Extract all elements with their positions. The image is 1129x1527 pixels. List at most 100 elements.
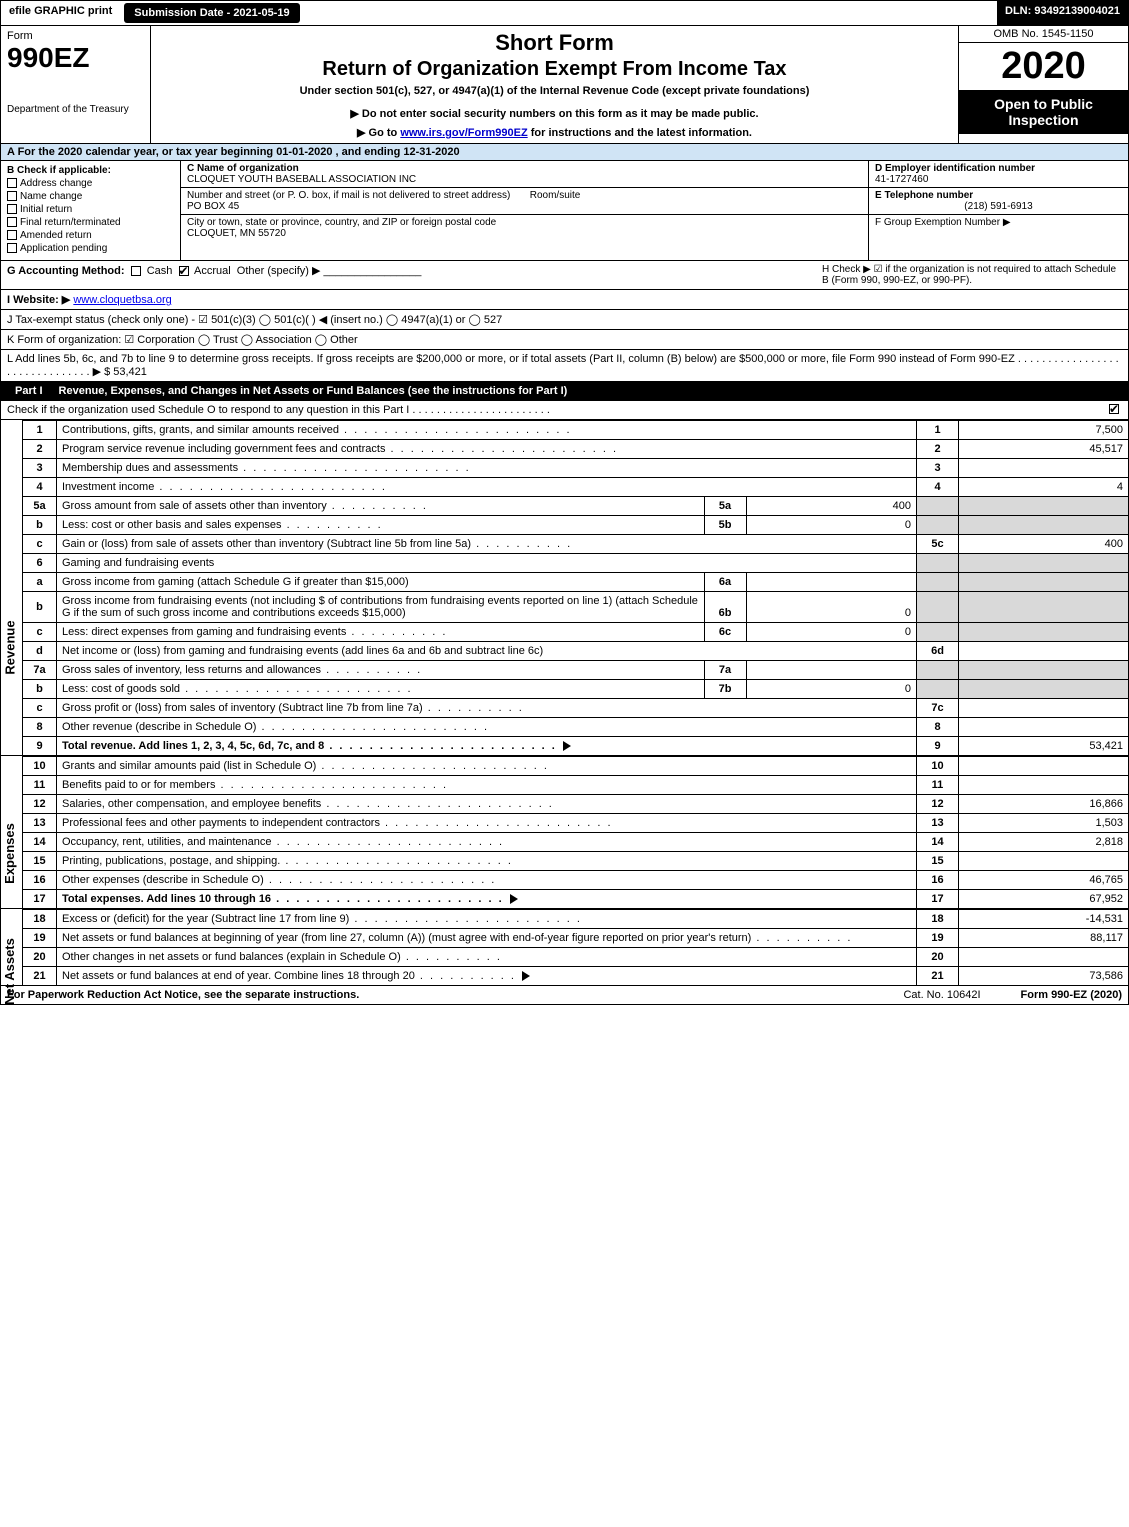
goto-line: ▶ Go to www.irs.gov/Form990EZ for instru…: [157, 126, 952, 139]
expenses-side-label: Expenses: [0, 756, 22, 909]
part1-check-text: Check if the organization used Schedule …: [7, 404, 550, 416]
omb-number: OMB No. 1545-1150: [959, 26, 1128, 43]
part1-title: Revenue, Expenses, and Changes in Net As…: [59, 385, 568, 397]
line-3: 3Membership dues and assessments3: [23, 459, 1129, 478]
line-5b: bLess: cost or other basis and sales exp…: [23, 516, 1129, 535]
line-4: 4Investment income44: [23, 478, 1129, 497]
line-7a: 7aGross sales of inventory, less returns…: [23, 661, 1129, 680]
goto-post: for instructions and the latest informat…: [528, 127, 752, 139]
line-7b: bLess: cost of goods sold7b0: [23, 680, 1129, 699]
line-9: 9Total revenue. Add lines 1, 2, 3, 4, 5c…: [23, 737, 1129, 756]
line-5c: cGain or (loss) from sale of assets othe…: [23, 535, 1129, 554]
chk-final-return[interactable]: Final return/terminated: [7, 217, 174, 228]
b-check-applicable: B Check if applicable: Address change Na…: [1, 161, 181, 260]
h-schedule-b: H Check ▶ ☑ if the organization is not r…: [822, 264, 1122, 286]
footer-cat: Cat. No. 10642I: [903, 989, 980, 1001]
chk-application-pending-label: Application pending: [20, 243, 107, 254]
chk-initial-return-label: Initial return: [20, 204, 72, 215]
line-6a: aGross income from gaming (attach Schedu…: [23, 573, 1129, 592]
line-17: 17Total expenses. Add lines 10 through 1…: [23, 890, 1129, 909]
j-tax-exempt: J Tax-exempt status (check only one) - ☑…: [0, 310, 1129, 330]
d-ein-value: 41-1727460: [875, 174, 928, 185]
header-right: OMB No. 1545-1150 2020 Open to Public In…: [958, 26, 1128, 143]
netassets-side-label: Net Assets: [0, 909, 22, 986]
goto-pre: ▶ Go to: [357, 127, 400, 139]
c-street-label: Number and street (or P. O. box, if mail…: [187, 190, 510, 201]
chk-cash[interactable]: [131, 266, 141, 276]
e-phone-label: E Telephone number: [875, 190, 973, 201]
revenue-table: 1Contributions, gifts, grants, and simil…: [22, 420, 1129, 756]
chk-address-change-label: Address change: [20, 178, 92, 189]
g-other: Other (specify) ▶: [237, 265, 321, 277]
chk-name-change[interactable]: Name change: [7, 191, 174, 202]
line-5a: 5aGross amount from sale of assets other…: [23, 497, 1129, 516]
entity-block: B Check if applicable: Address change Na…: [0, 161, 1129, 261]
org-name: CLOQUET YOUTH BASEBALL ASSOCIATION INC: [187, 174, 416, 185]
l-gross-receipts: L Add lines 5b, 6c, and 7b to line 9 to …: [0, 350, 1129, 382]
line-13: 13Professional fees and other payments t…: [23, 814, 1129, 833]
netassets-table: 18Excess or (deficit) for the year (Subt…: [22, 909, 1129, 986]
g-accrual: Accrual: [194, 265, 231, 277]
return-title: Return of Organization Exempt From Incom…: [157, 58, 952, 81]
c-room-label: Room/suite: [530, 190, 581, 201]
chk-final-return-label: Final return/terminated: [20, 217, 121, 228]
f-group-exemption: F Group Exemption Number ▶: [875, 217, 1011, 228]
i-website-block: I Website: ▶ www.cloquetbsa.org: [0, 290, 1129, 310]
under-section: Under section 501(c), 527, or 4947(a)(1)…: [157, 85, 952, 97]
line-6d: dNet income or (loss) from gaming and fu…: [23, 642, 1129, 661]
part1-label: Part I: [7, 385, 51, 397]
d-ein-label: D Employer identification number: [875, 163, 1035, 174]
open-to-public: Open to Public Inspection: [959, 90, 1128, 134]
line-6b: bGross income from fundraising events (n…: [23, 592, 1129, 623]
header-left: Form 990EZ Department of the Treasury: [1, 26, 151, 143]
part1-check-o: Check if the organization used Schedule …: [0, 401, 1129, 420]
form-number: 990EZ: [7, 42, 144, 74]
triangle-icon: [522, 971, 530, 981]
part1-check-box[interactable]: [1109, 404, 1119, 414]
i-label: I Website: ▶: [7, 294, 70, 306]
line-14: 14Occupancy, rent, utilities, and mainte…: [23, 833, 1129, 852]
triangle-icon: [510, 894, 518, 904]
line-a-tax-year: A For the 2020 calendar year, or tax yea…: [0, 144, 1129, 161]
website-link[interactable]: www.cloquetbsa.org: [73, 294, 171, 306]
chk-address-change[interactable]: Address change: [7, 178, 174, 189]
chk-accrual[interactable]: [179, 266, 189, 276]
chk-name-change-label: Name change: [20, 191, 82, 202]
footer-left: For Paperwork Reduction Act Notice, see …: [7, 989, 359, 1001]
line-15: 15Printing, publications, postage, and s…: [23, 852, 1129, 871]
chk-amended-return[interactable]: Amended return: [7, 230, 174, 241]
dln: DLN: 93492139004021: [997, 1, 1128, 25]
triangle-icon: [563, 741, 571, 751]
goto-link[interactable]: www.irs.gov/Form990EZ: [400, 127, 527, 139]
c-name-address: C Name of organization CLOQUET YOUTH BAS…: [181, 161, 868, 260]
tax-year: 2020: [959, 43, 1128, 90]
line-7c: cGross profit or (loss) from sales of in…: [23, 699, 1129, 718]
line-18: 18Excess or (deficit) for the year (Subt…: [23, 910, 1129, 929]
line-6c: cLess: direct expenses from gaming and f…: [23, 623, 1129, 642]
d-e-f-block: D Employer identification number 41-1727…: [868, 161, 1128, 260]
chk-application-pending[interactable]: Application pending: [7, 243, 174, 254]
line-16: 16Other expenses (describe in Schedule O…: [23, 871, 1129, 890]
line-21: 21Net assets or fund balances at end of …: [23, 967, 1129, 986]
line-2: 2Program service revenue including gover…: [23, 440, 1129, 459]
line-20: 20Other changes in net assets or fund ba…: [23, 948, 1129, 967]
revenue-side-label: Revenue: [0, 420, 22, 756]
dept-treasury: Department of the Treasury: [7, 104, 144, 115]
line-11: 11Benefits paid to or for members11: [23, 776, 1129, 795]
netassets-section: Net Assets 18Excess or (deficit) for the…: [0, 909, 1129, 986]
chk-initial-return[interactable]: Initial return: [7, 204, 174, 215]
form-header: Form 990EZ Department of the Treasury Sh…: [0, 26, 1129, 144]
e-phone-value: (218) 591-6913: [875, 201, 1122, 212]
short-form-title: Short Form: [157, 30, 952, 56]
k-form-org: K Form of organization: ☑ Corporation ◯ …: [0, 330, 1129, 350]
line-19: 19Net assets or fund balances at beginni…: [23, 929, 1129, 948]
expenses-table: 10Grants and similar amounts paid (list …: [22, 756, 1129, 909]
b-label: B Check if applicable:: [7, 165, 174, 176]
header-mid: Short Form Return of Organization Exempt…: [151, 26, 958, 143]
submission-date: Submission Date - 2021-05-19: [124, 3, 299, 23]
form-word: Form: [7, 30, 144, 42]
c-name-label: C Name of organization: [187, 163, 299, 174]
efile-label[interactable]: efile GRAPHIC print: [1, 1, 120, 25]
page-footer: For Paperwork Reduction Act Notice, see …: [0, 986, 1129, 1005]
org-city: CLOQUET, MN 55720: [187, 228, 286, 239]
